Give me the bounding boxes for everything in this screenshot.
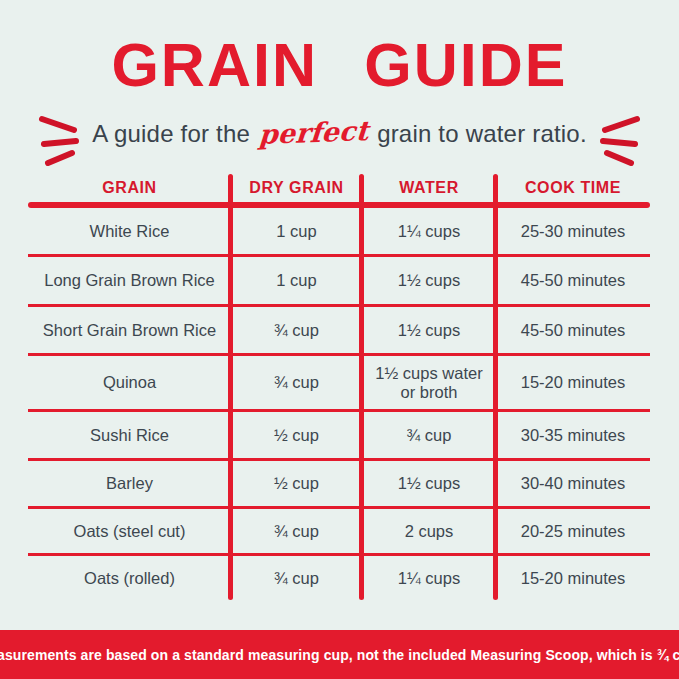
table-header-row: GRAIN DRY GRAIN WATER COOK TIME — [28, 174, 650, 202]
cell-water: 2 cups — [362, 522, 496, 540]
cell-water: ¾ cup — [362, 426, 496, 444]
subtitle: A guide for the perfect grain to water r… — [92, 117, 587, 148]
table-row-short-grain-brown-rice: Short Grain Brown Rice ¾ cup 1½ cups 45-… — [28, 307, 650, 356]
cell-dry-grain: 1 cup — [231, 271, 362, 289]
cell-grain: White Rice — [28, 222, 231, 240]
cell-water: 1¼ cups — [362, 569, 496, 587]
column-header-grain: GRAIN — [28, 179, 231, 197]
cell-water: 1½ cups water or broth — [362, 364, 496, 401]
column-header-water: WATER — [362, 179, 496, 197]
cell-grain: Sushi Rice — [28, 426, 231, 444]
cell-dry-grain: 1 cup — [231, 222, 362, 240]
table-row-sushi-rice: Sushi Rice ½ cup ¾ cup 30-35 minutes — [28, 412, 650, 461]
subtitle-suffix: grain to water ratio. — [370, 120, 587, 147]
cell-grain: Short Grain Brown Rice — [28, 321, 231, 339]
page-title: GRAIN GUIDE — [0, 30, 679, 100]
cell-cook-time: 30-35 minutes — [496, 426, 650, 444]
grain-guide-poster: GRAIN GUIDE A guide for the perfect grai… — [0, 0, 679, 679]
cell-cook-time: 20-25 minutes — [496, 522, 650, 540]
column-header-dry-grain: DRY GRAIN — [231, 179, 362, 197]
cell-water: 1½ cups — [362, 271, 496, 289]
cell-grain: Quinoa — [28, 373, 231, 391]
cell-cook-time: 15-20 minutes — [496, 569, 650, 587]
cell-grain: Oats (steel cut) — [28, 522, 231, 540]
table-row-quinoa: Quinoa ¾ cup 1½ cups water or broth 15-2… — [28, 356, 650, 412]
cell-cook-time: 45-50 minutes — [496, 271, 650, 289]
cell-grain: Long Grain Brown Rice — [28, 271, 231, 289]
table-row-oats-steel-cut: Oats (steel cut) ¾ cup 2 cups 20-25 minu… — [28, 509, 650, 556]
cell-dry-grain: ¾ cup — [231, 321, 362, 339]
cell-dry-grain: ¾ cup — [231, 569, 362, 587]
cell-cook-time: 30-40 minutes — [496, 474, 650, 492]
column-divider — [359, 174, 364, 600]
footer-note: Measurements are based on a standard mea… — [0, 647, 679, 663]
footer-note-bar: Measurements are based on a standard mea… — [0, 630, 679, 679]
cell-cook-time: 45-50 minutes — [496, 321, 650, 339]
column-divider — [493, 174, 498, 600]
column-header-cook-time: COOK TIME — [496, 179, 650, 197]
subtitle-row: A guide for the perfect grain to water r… — [0, 104, 679, 160]
cell-grain: Oats (rolled) — [28, 569, 231, 587]
cell-water: 1½ cups — [362, 474, 496, 492]
subtitle-highlight: perfect — [256, 115, 372, 150]
burst-rays-right-icon — [597, 112, 641, 168]
cell-dry-grain: ½ cup — [231, 426, 362, 444]
subtitle-prefix: A guide for the — [92, 120, 257, 147]
cell-grain: Barley — [28, 474, 231, 492]
table-row-oats-rolled: Oats (rolled) ¾ cup 1¼ cups 15-20 minute… — [28, 556, 650, 600]
grain-table: GRAIN DRY GRAIN WATER COOK TIME White Ri… — [28, 174, 650, 600]
cell-cook-time: 15-20 minutes — [496, 373, 650, 391]
cell-dry-grain: ½ cup — [231, 474, 362, 492]
cell-dry-grain: ¾ cup — [231, 373, 362, 391]
cell-water: 1¼ cups — [362, 222, 496, 240]
table-row-barley: Barley ½ cup 1½ cups 30-40 minutes — [28, 461, 650, 509]
cell-water: 1½ cups — [362, 321, 496, 339]
column-divider — [228, 174, 233, 600]
cell-dry-grain: ¾ cup — [231, 522, 362, 540]
table-row-long-grain-brown-rice: Long Grain Brown Rice 1 cup 1½ cups 45-5… — [28, 257, 650, 307]
burst-rays-left-icon — [38, 112, 82, 168]
table-row-white-rice: White Rice 1 cup 1¼ cups 25-30 minutes — [28, 208, 650, 257]
cell-cook-time: 25-30 minutes — [496, 222, 650, 240]
